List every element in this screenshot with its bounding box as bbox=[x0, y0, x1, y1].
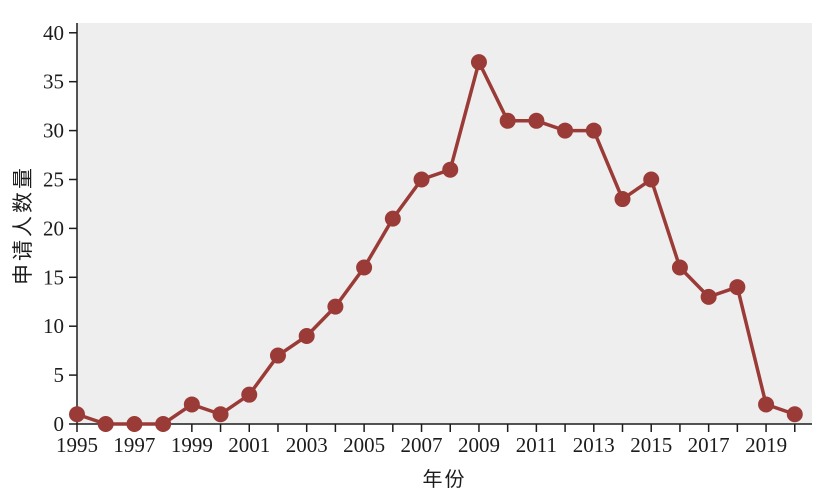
data-point bbox=[126, 416, 143, 432]
data-point bbox=[442, 161, 459, 178]
x-tick-label: 2019 bbox=[745, 433, 787, 457]
data-point bbox=[298, 327, 315, 344]
data-point bbox=[155, 416, 172, 432]
x-tick-label: 2001 bbox=[228, 433, 270, 457]
x-tick-label: 2005 bbox=[343, 433, 385, 457]
data-point bbox=[729, 279, 746, 296]
data-point bbox=[528, 112, 545, 129]
data-point bbox=[557, 122, 574, 139]
x-tick-label: 2013 bbox=[573, 433, 615, 457]
data-point bbox=[241, 386, 258, 403]
y-tick-label: 20 bbox=[43, 216, 64, 240]
x-tick-label: 2003 bbox=[286, 433, 328, 457]
x-tick-label: 2009 bbox=[458, 433, 500, 457]
y-tick-label: 30 bbox=[43, 119, 64, 143]
data-point bbox=[700, 288, 717, 305]
x-tick-label: 1999 bbox=[171, 433, 213, 457]
y-tick-label: 40 bbox=[43, 21, 64, 45]
data-point bbox=[413, 171, 430, 188]
x-tick-label: 1995 bbox=[56, 433, 98, 457]
data-point bbox=[786, 406, 803, 423]
y-tick-label: 0 bbox=[54, 412, 65, 436]
y-tick-label: 25 bbox=[43, 167, 64, 191]
x-tick-label: 1997 bbox=[113, 433, 155, 457]
data-point bbox=[758, 396, 775, 413]
data-point bbox=[269, 347, 286, 364]
plot-area bbox=[77, 23, 812, 424]
data-point bbox=[499, 112, 516, 129]
x-axis-title: 年份 bbox=[422, 469, 467, 491]
y-tick-label: 10 bbox=[43, 314, 64, 338]
data-point bbox=[356, 259, 373, 276]
data-point bbox=[69, 406, 85, 423]
data-point bbox=[97, 416, 114, 432]
data-point bbox=[327, 298, 344, 315]
y-tick-label: 5 bbox=[54, 363, 65, 387]
data-point bbox=[183, 396, 200, 413]
x-tick-label: 2011 bbox=[516, 433, 557, 457]
y-axis-title: 申请人数量 bbox=[11, 165, 35, 285]
data-point bbox=[643, 171, 660, 188]
data-point bbox=[384, 210, 401, 227]
x-tick-label: 2007 bbox=[401, 433, 443, 457]
y-tick-label: 15 bbox=[43, 265, 64, 289]
data-point bbox=[614, 191, 631, 208]
data-point bbox=[671, 259, 688, 276]
data-point bbox=[470, 54, 487, 71]
data-point bbox=[585, 122, 602, 139]
x-tick-label: 2017 bbox=[688, 433, 730, 457]
data-point bbox=[212, 406, 229, 423]
x-tick-label: 2015 bbox=[630, 433, 672, 457]
y-tick-label: 35 bbox=[43, 70, 64, 94]
